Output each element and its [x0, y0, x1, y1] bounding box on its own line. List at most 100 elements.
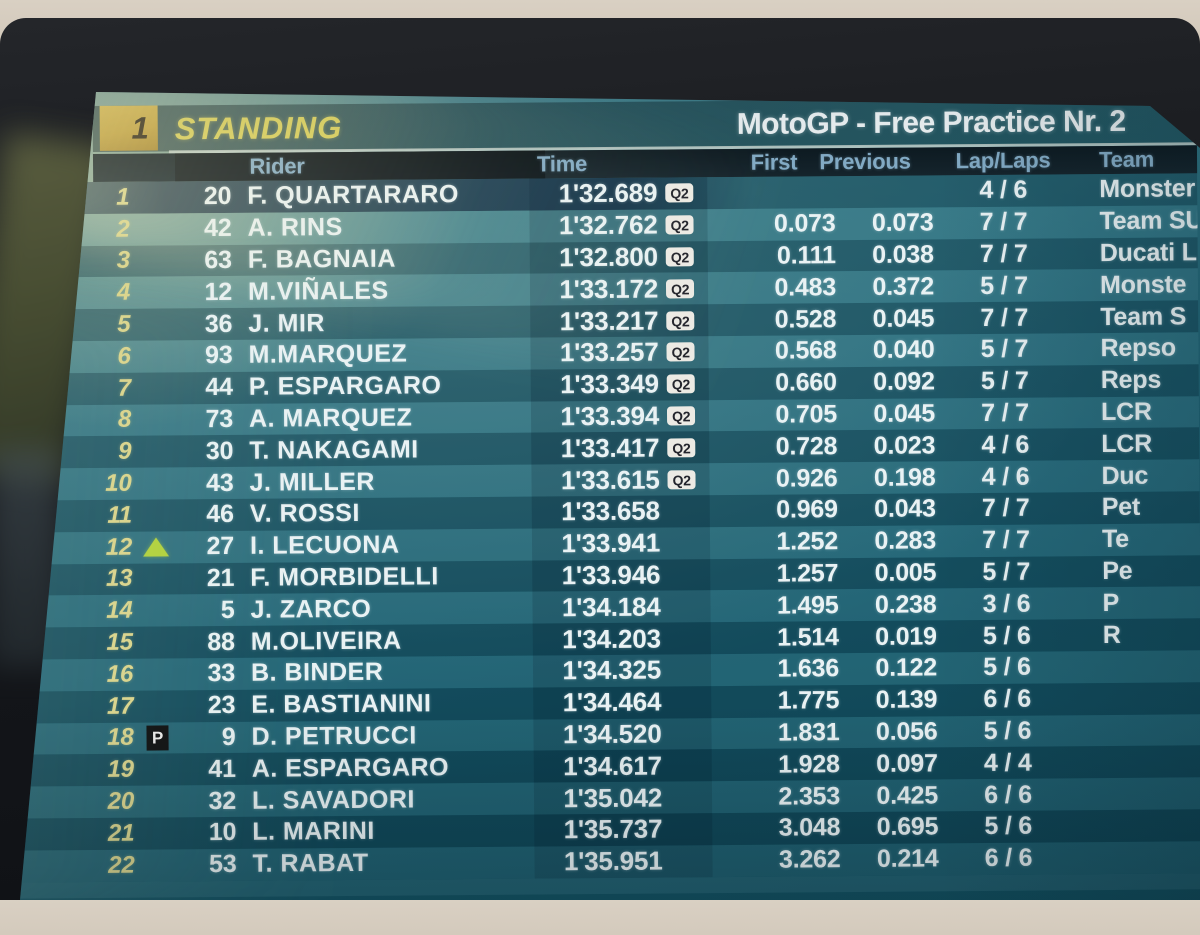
q2-badge: Q2: [666, 342, 695, 362]
q2-badge: Q2: [666, 374, 696, 394]
team-cell: Duc: [1101, 461, 1149, 490]
team-cell: [1104, 746, 1200, 779]
marker-cell: [136, 340, 172, 372]
marker-cell: [138, 499, 174, 531]
q2-badge: Q2: [665, 247, 695, 267]
rider-number-cell: 73: [205, 404, 234, 434]
q2-cell: [669, 622, 719, 654]
rider-number-cell: 20: [203, 182, 232, 211]
rider-number-cell: 10: [208, 818, 237, 847]
time-cell: 1'32.689: [558, 177, 658, 209]
rider-number-cell: 32: [208, 786, 237, 815]
first-gap-cell: 1.252: [776, 527, 839, 556]
previous-gap-cell: 0.122: [875, 653, 938, 683]
first-gap-cell: 2.353: [778, 781, 841, 811]
laps-cell: 7 / 7: [981, 493, 1030, 523]
q2-cell: [670, 749, 720, 781]
q2-badge: Q2: [665, 183, 694, 203]
rider-number-cell: 43: [206, 468, 234, 497]
laps-cell: 6 / 6: [984, 780, 1032, 809]
first-gap-cell: 0.969: [776, 495, 838, 524]
first-gap-cell: 1.495: [776, 590, 839, 620]
marker-cell: [137, 436, 173, 468]
team-cell: [1103, 682, 1200, 715]
q2-cell: Q2: [666, 400, 717, 432]
laps-cell: 7 / 7: [981, 398, 1029, 427]
q2-cell: [670, 813, 720, 845]
marker-cell: [137, 372, 173, 404]
team-cell: [1104, 809, 1200, 842]
laps-cell: 5 / 6: [984, 811, 1033, 841]
marker-cell: [138, 595, 174, 627]
rider-number-cell: 9: [221, 722, 236, 751]
team-cell: Monste: [1099, 270, 1187, 299]
rider-number-cell: 12: [204, 277, 233, 306]
first-gap-cell: 0.705: [775, 400, 838, 429]
team-cell: LCR: [1100, 397, 1152, 427]
pit-marker: P: [146, 725, 169, 751]
previous-gap-cell: 0.045: [872, 303, 935, 333]
first-gap-cell: 3.262: [778, 845, 841, 874]
laps-cell: 4 / 6: [979, 176, 1028, 205]
q2-cell: Q2: [667, 431, 717, 463]
rider-number-cell: 5: [220, 595, 235, 624]
marker-cell: [135, 213, 171, 245]
time-cell: 1'34.617: [563, 750, 662, 782]
timing-screen: 1 STANDING MotoGP - Free Practice Nr. 2 …: [0, 0, 1200, 900]
previous-gap-cell: 0.073: [871, 208, 934, 238]
rider-number-cell: 41: [208, 754, 236, 783]
previous-gap-cell: 0.038: [872, 240, 934, 269]
rider-number-cell: 63: [204, 245, 232, 275]
previous-gap-cell: 0.198: [873, 462, 936, 492]
rider-number-cell: 46: [206, 500, 234, 529]
time-cell: 1'34.520: [562, 718, 662, 750]
time-cell: 1'32.762: [558, 209, 658, 241]
col-rider-label: Rider: [249, 153, 305, 179]
time-cell: 1'33.257: [559, 336, 659, 368]
q2-cell: [668, 527, 718, 559]
time-cell: 1'33.172: [559, 273, 659, 305]
team-cell: [1104, 841, 1200, 874]
q2-cell: Q2: [666, 304, 716, 336]
time-cell: 1'33.941: [561, 527, 661, 559]
laps-cell: 5 / 7: [980, 366, 1029, 396]
q2-badge: Q2: [667, 469, 696, 490]
q2-cell: Q2: [666, 336, 716, 368]
laps-cell: 4 / 6: [981, 462, 1030, 491]
marker-cell: P: [139, 722, 175, 754]
time-cell: 1'34.464: [562, 686, 662, 718]
first-gap-cell: 1.831: [777, 718, 840, 747]
first-gap-cell: 0.660: [775, 368, 837, 397]
time-cell: 1'33.658: [561, 495, 660, 527]
team-cell: P: [1102, 588, 1120, 617]
previous-gap-cell: 0.023: [873, 431, 936, 460]
marker-cell: [135, 181, 171, 213]
marker-cell: [139, 626, 175, 658]
laps-cell: 5 / 7: [980, 271, 1028, 300]
marker-cell: [136, 277, 172, 309]
laps-cell: 4 / 6: [981, 430, 1030, 459]
team-cell: [1104, 777, 1200, 810]
previous-gap-cell: 0.005: [874, 558, 937, 587]
team-cell: Ducati L: [1099, 238, 1197, 268]
first-gap-cell: 0.926: [775, 463, 838, 493]
previous-gap-cell: 0.097: [876, 749, 938, 778]
time-cell: 1'33.615: [560, 464, 660, 495]
q2-cell: Q2: [665, 209, 715, 241]
q2-cell: [669, 686, 719, 718]
q2-cell: Q2: [665, 241, 716, 273]
rider-number-cell: 53: [209, 849, 237, 879]
previous-gap-cell: 0.045: [873, 399, 936, 428]
time-cell: 1'34.325: [562, 654, 662, 686]
team-cell: Reps: [1100, 365, 1162, 395]
laps-cell: 6 / 6: [983, 684, 1032, 714]
laps-cell: 5 / 6: [982, 621, 1031, 650]
team-cell: Team SU: [1099, 206, 1198, 236]
q2-badge: Q2: [665, 215, 694, 235]
first-gap-cell: 1.928: [778, 749, 840, 779]
laps-cell: 7 / 7: [982, 525, 1030, 555]
previous-gap-cell: [843, 175, 933, 208]
laps-cell: 5 / 6: [983, 652, 1031, 682]
first-gap-cell: 1.257: [776, 559, 839, 588]
previous-gap-cell: 0.056: [875, 717, 938, 746]
